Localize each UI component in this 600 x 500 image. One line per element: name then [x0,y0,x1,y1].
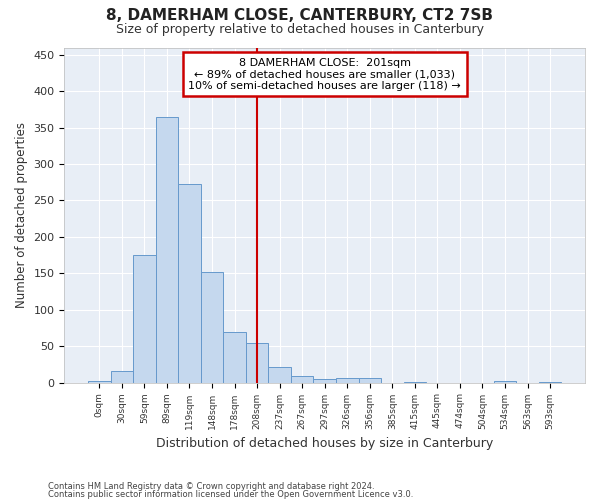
Bar [88,381,110,382]
Bar [133,255,155,382]
Bar [268,366,291,382]
Bar [291,376,313,382]
Text: 8, DAMERHAM CLOSE, CANTERBURY, CT2 7SB: 8, DAMERHAM CLOSE, CANTERBURY, CT2 7SB [107,8,493,22]
Bar [313,379,336,382]
Bar [359,378,381,382]
Text: Contains HM Land Registry data © Crown copyright and database right 2024.: Contains HM Land Registry data © Crown c… [48,482,374,491]
Bar [336,378,359,382]
Bar [246,343,268,382]
Bar [155,116,178,382]
X-axis label: Distribution of detached houses by size in Canterbury: Distribution of detached houses by size … [156,437,493,450]
Y-axis label: Number of detached properties: Number of detached properties [15,122,28,308]
Text: Contains public sector information licensed under the Open Government Licence v3: Contains public sector information licen… [48,490,413,499]
Bar [494,381,516,382]
Bar [201,272,223,382]
Text: 8 DAMERHAM CLOSE:  201sqm
← 89% of detached houses are smaller (1,033)
10% of se: 8 DAMERHAM CLOSE: 201sqm ← 89% of detach… [188,58,461,91]
Text: Size of property relative to detached houses in Canterbury: Size of property relative to detached ho… [116,22,484,36]
Bar [223,332,246,382]
Bar [110,371,133,382]
Bar [178,184,201,382]
